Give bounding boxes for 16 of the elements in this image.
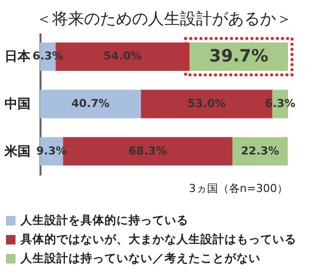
- data-label: 53.0%: [188, 97, 226, 110]
- data-label: 39.7%: [209, 46, 268, 67]
- data-label: 68.3%: [128, 144, 167, 158]
- data-label: 22.3%: [241, 144, 280, 158]
- y-tick-label: 米国: [4, 144, 30, 160]
- legend-label: 人生設計は持っていない／考えたことがない: [20, 250, 260, 265]
- y-tick-label: 日本: [4, 50, 32, 65]
- bar: [40, 90, 141, 118]
- y-tick-label: 中国: [4, 97, 30, 112]
- data-label: 40.7%: [71, 97, 110, 110]
- bar: [232, 137, 288, 166]
- legend-label: 人生設計を具体的に持っている: [20, 212, 188, 227]
- text: 3ヵ国（各n=300）: [188, 182, 288, 195]
- chart-title: ＜将来のための人生設計があるか＞: [36, 9, 292, 28]
- data-label: 54.0%: [104, 50, 142, 63]
- legend-label: 具体的ではないが、大まかな人生設計はもっている: [20, 232, 296, 246]
